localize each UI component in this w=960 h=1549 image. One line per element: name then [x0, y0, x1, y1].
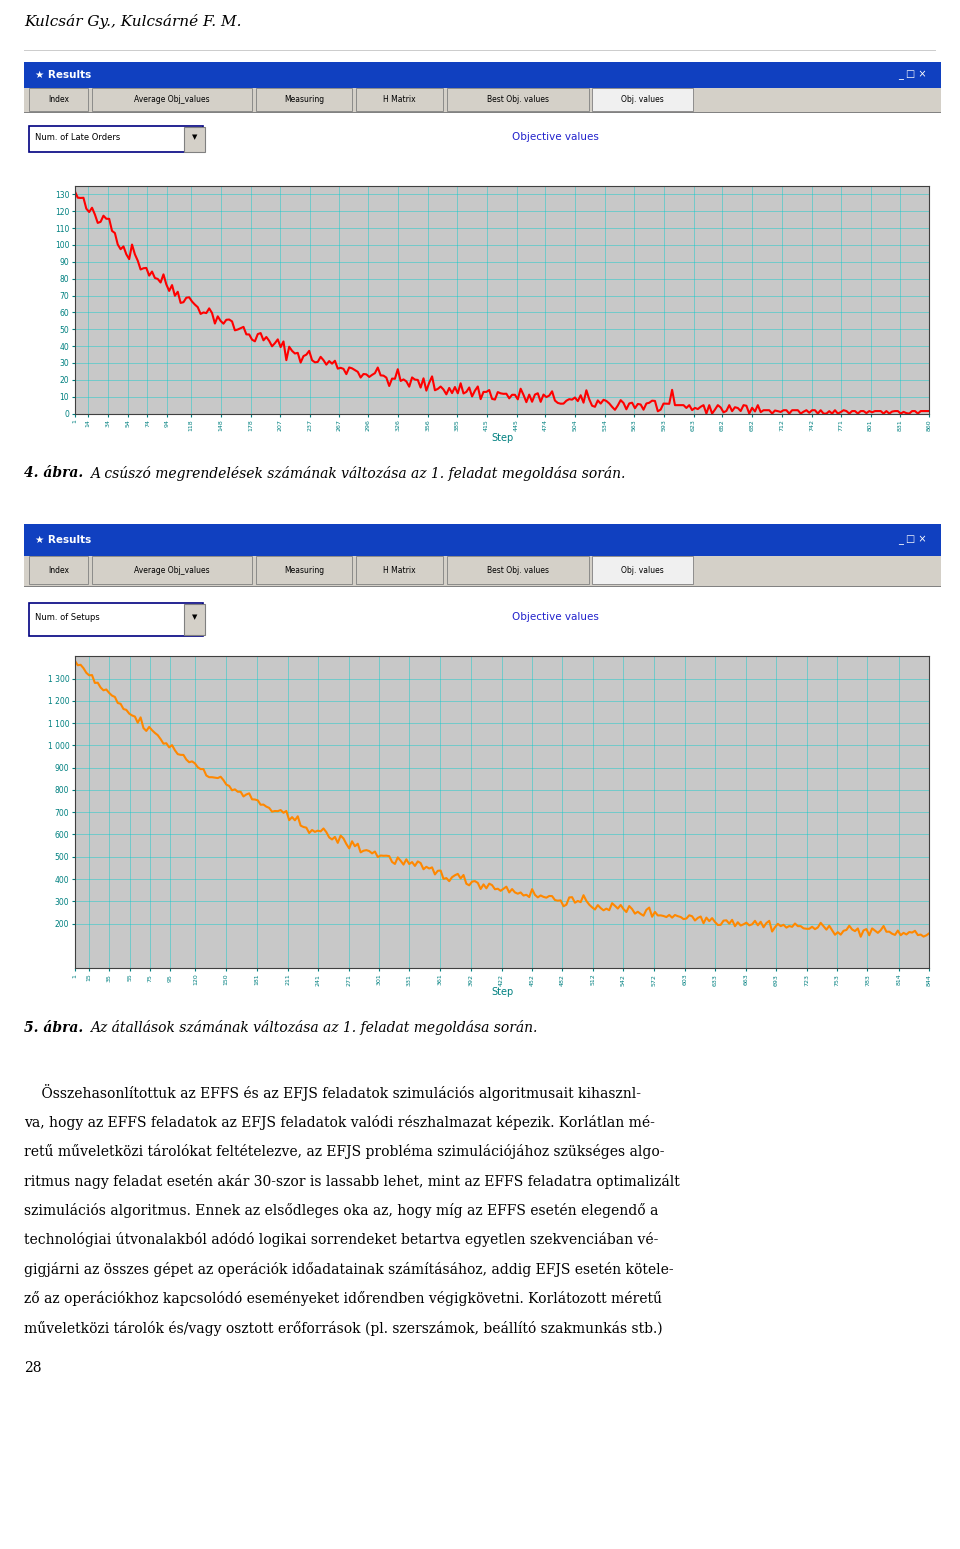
- Bar: [592, 88, 693, 110]
- Text: műveletközi tárolók és/vagy osztott erőforrások (pl. szerszámok, beállító szakmu: műveletközi tárolók és/vagy osztott erőf…: [24, 1321, 662, 1335]
- Text: gigjárni az összes gépet az operációk időadatainak számításához, addig EFJS eset: gigjárni az összes gépet az operációk id…: [24, 1262, 674, 1276]
- Text: Obj. values: Obj. values: [621, 565, 664, 575]
- Text: Best Obj. values: Best Obj. values: [487, 565, 549, 575]
- Text: ritmus nagy feladat esetén akár 30-szor is lassabb lehet, mint az EFFS feladatra: ritmus nagy feladat esetén akár 30-szor …: [24, 1174, 680, 1188]
- Text: Average Obj_values: Average Obj_values: [134, 565, 210, 575]
- Text: 4. ábra.: 4. ábra.: [24, 466, 84, 480]
- Bar: [592, 556, 693, 584]
- Text: ★ Results: ★ Results: [35, 70, 91, 81]
- Text: Best Obj. values: Best Obj. values: [487, 94, 549, 104]
- Text: Kulcsár Gy., Kulcsárné F. M.: Kulcsár Gy., Kulcsárné F. M.: [24, 14, 242, 29]
- Text: Objective values: Objective values: [513, 612, 599, 623]
- Bar: [24, 556, 941, 587]
- Text: Összehasonlítottuk az EFFS és az EFJS feladatok szimulációs algoritmusait kihasz: Összehasonlítottuk az EFFS és az EFJS fe…: [24, 1084, 641, 1101]
- Text: A csúszó megrendelések számának változása az 1. feladat megoldása során.: A csúszó megrendelések számának változás…: [89, 466, 625, 480]
- Text: ▼: ▼: [192, 135, 197, 139]
- Bar: [29, 88, 88, 110]
- Text: Obj. values: Obj. values: [621, 94, 664, 104]
- Bar: [184, 127, 204, 152]
- Bar: [184, 604, 204, 635]
- Bar: [256, 556, 352, 584]
- Text: Num. of Setups: Num. of Setups: [35, 612, 100, 621]
- Bar: [446, 88, 588, 110]
- Text: va, hogy az EFFS feladatok az EFJS feladatok valódi részhalmazat képezik. Korlát: va, hogy az EFFS feladatok az EFJS felad…: [24, 1115, 655, 1129]
- Text: Objective values: Objective values: [513, 132, 599, 143]
- Bar: [29, 603, 203, 637]
- Text: Measuring: Measuring: [284, 94, 324, 104]
- Text: Az átallások számának változása az 1. feladat megoldása során.: Az átallások számának változása az 1. fe…: [89, 1021, 537, 1035]
- Text: ző az operációkhoz kapcsolódó eseményeket időrendben végigkövetni. Korlátozott m: ző az operációkhoz kapcsolódó eseményeke…: [24, 1292, 662, 1306]
- Text: szimulációs algoritmus. Ennek az elsődleges oka az, hogy míg az EFFS esetén eleg: szimulációs algoritmus. Ennek az elsődle…: [24, 1204, 659, 1218]
- Bar: [24, 62, 941, 88]
- Text: 5. ábra.: 5. ábra.: [24, 1021, 84, 1035]
- Text: retű műveletközi tárolókat feltételezve, az EFJS probléma szimulációjához szüksé: retű műveletközi tárolókat feltételezve,…: [24, 1145, 664, 1159]
- Text: technológiai útvonalakból adódó logikai sorrendeket betartva egyetlen szekvenciá: technológiai útvonalakból adódó logikai …: [24, 1233, 659, 1247]
- Text: Average Obj_values: Average Obj_values: [134, 94, 210, 104]
- Text: H Matrix: H Matrix: [383, 94, 416, 104]
- Text: Index: Index: [48, 565, 69, 575]
- Bar: [92, 88, 252, 110]
- Text: Measuring: Measuring: [284, 565, 324, 575]
- X-axis label: Step: Step: [491, 987, 514, 998]
- Text: 28: 28: [24, 1360, 41, 1376]
- Text: H Matrix: H Matrix: [383, 565, 416, 575]
- Text: _ □ ×: _ □ ×: [899, 70, 927, 81]
- Bar: [29, 556, 88, 584]
- Bar: [356, 556, 443, 584]
- Bar: [356, 88, 443, 110]
- Bar: [29, 125, 203, 152]
- Bar: [24, 524, 941, 556]
- X-axis label: Step: Step: [491, 432, 514, 443]
- Text: ▼: ▼: [192, 613, 197, 620]
- Text: _ □ ×: _ □ ×: [899, 534, 927, 545]
- Text: Num. of Late Orders: Num. of Late Orders: [35, 133, 120, 141]
- Bar: [24, 88, 941, 113]
- Text: Index: Index: [48, 94, 69, 104]
- Bar: [256, 88, 352, 110]
- Text: ★ Results: ★ Results: [35, 534, 91, 545]
- Bar: [446, 556, 588, 584]
- Bar: [92, 556, 252, 584]
